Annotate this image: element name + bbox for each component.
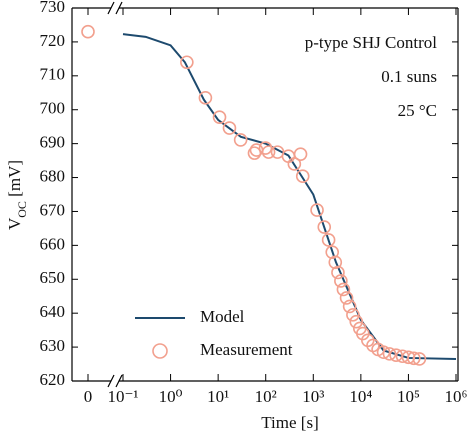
measurement-point bbox=[334, 274, 348, 288]
legend-label: Measurement bbox=[200, 340, 293, 359]
x-tick-label: 0 bbox=[84, 387, 93, 406]
measurement-point bbox=[258, 141, 273, 155]
measurement-point bbox=[247, 146, 262, 160]
y-tick-label: 640 bbox=[40, 302, 66, 321]
y-tick-label: 650 bbox=[40, 268, 66, 287]
measurement-point bbox=[349, 314, 364, 329]
measurement-point bbox=[310, 203, 324, 217]
y-tick-label: 730 bbox=[40, 0, 66, 16]
measurement-point bbox=[328, 255, 343, 270]
y-tick-label: 620 bbox=[40, 370, 66, 389]
x-tick-label: 10² bbox=[255, 387, 277, 406]
measurement-point bbox=[293, 147, 308, 161]
x-tick-label: 10⁴ bbox=[349, 387, 372, 406]
y-tick-label: 690 bbox=[40, 133, 66, 152]
measurement-point bbox=[287, 157, 302, 171]
x-tick-label: 10⁰ bbox=[159, 387, 183, 406]
y-tick-label: 710 bbox=[40, 65, 66, 84]
frame bbox=[71, 1, 459, 388]
annotation: 0.1 suns bbox=[381, 67, 437, 86]
y-tick-label: 700 bbox=[40, 99, 66, 118]
measurement-point bbox=[376, 345, 391, 359]
legend-swatch bbox=[152, 343, 168, 359]
measurement-point bbox=[331, 265, 345, 280]
measurement-point bbox=[382, 347, 397, 361]
annotation: p-type SHJ Control bbox=[305, 33, 438, 52]
measurement-point bbox=[336, 282, 351, 297]
y-tick-label: 660 bbox=[40, 234, 66, 253]
measurement-point bbox=[198, 91, 213, 105]
measurement-point bbox=[81, 24, 95, 39]
measurement-point bbox=[356, 326, 370, 341]
measurement-point bbox=[261, 145, 276, 159]
measurement-point bbox=[339, 291, 354, 305]
measurement-point bbox=[212, 110, 227, 124]
measurement-point bbox=[342, 299, 357, 314]
annotation: 25 °C bbox=[398, 101, 437, 120]
y-tick-label: 680 bbox=[40, 166, 66, 185]
measurement-point bbox=[295, 169, 310, 183]
y-tick-label: 670 bbox=[40, 200, 66, 219]
x-tick-label: 10⁵ bbox=[397, 387, 420, 406]
x-tick-label: 10⁶ bbox=[445, 387, 468, 406]
y-tick-label: 630 bbox=[40, 336, 66, 355]
x-tick-label: 10³ bbox=[302, 387, 324, 406]
x-axis-label: Time [s] bbox=[261, 413, 318, 432]
measurement-point bbox=[412, 352, 427, 366]
measurement-point bbox=[325, 245, 340, 259]
x-tick-label: 10⁻¹ bbox=[107, 387, 138, 406]
legend-label: Model bbox=[200, 307, 245, 326]
measurement-point bbox=[317, 220, 332, 234]
x-tick-label: 10¹ bbox=[207, 387, 229, 406]
measurement-point bbox=[222, 121, 237, 135]
measurement-point bbox=[407, 351, 421, 366]
y-axis-label: VOC [mV] bbox=[5, 160, 29, 230]
measurement-point bbox=[233, 133, 248, 147]
y-tick-label: 720 bbox=[40, 31, 66, 50]
measurement-point bbox=[346, 308, 360, 322]
measurement-point bbox=[180, 55, 194, 70]
measurement-point bbox=[321, 233, 336, 247]
